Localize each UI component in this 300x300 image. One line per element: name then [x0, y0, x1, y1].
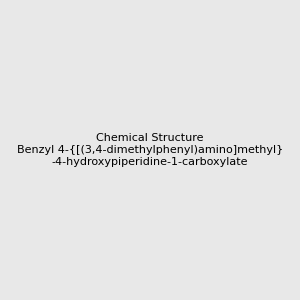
Text: Chemical Structure
Benzyl 4-{[(3,4-dimethylphenyl)amino]methyl}
-4-hydroxypiperi: Chemical Structure Benzyl 4-{[(3,4-dimet…	[17, 134, 283, 166]
